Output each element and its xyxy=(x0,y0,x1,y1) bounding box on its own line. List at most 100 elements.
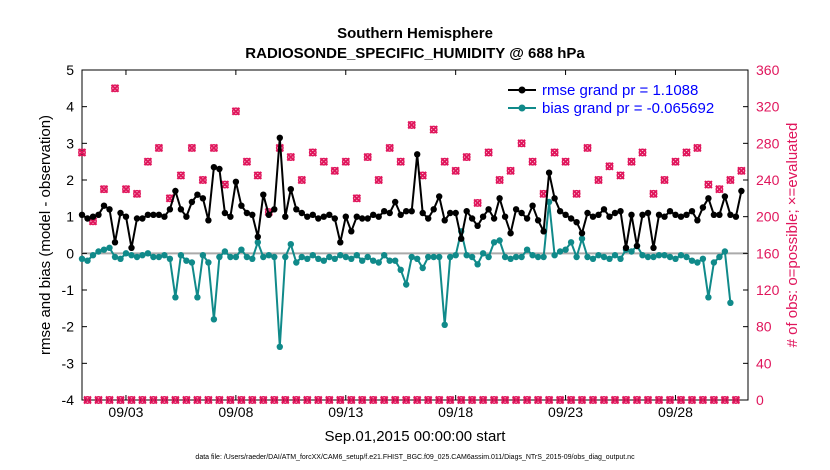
bias-point xyxy=(111,253,119,261)
obs-possible-point xyxy=(633,396,641,404)
bias-point xyxy=(243,253,251,261)
obs-possible-point xyxy=(688,396,696,404)
x-tick-label: 09/13 xyxy=(328,404,363,420)
bias-point xyxy=(414,255,421,262)
obs-evaluated-point xyxy=(484,148,493,157)
bias-point xyxy=(84,257,91,264)
right-tick-label: 120 xyxy=(756,282,780,298)
obs-possible-point xyxy=(479,396,488,404)
obs-possible-point xyxy=(572,189,581,198)
rmse-point xyxy=(326,211,333,218)
obs-possible-point xyxy=(550,148,559,157)
obs-evaluated-point xyxy=(467,395,477,405)
rmse-point xyxy=(633,242,641,250)
rmse-point xyxy=(441,217,448,224)
obs-possible-point xyxy=(451,166,460,175)
bias-point xyxy=(436,253,443,261)
rmse-point xyxy=(293,206,300,213)
obs-possible-point xyxy=(319,157,328,166)
bias-point xyxy=(337,252,344,259)
bias-point xyxy=(293,259,300,266)
obs-evaluated-point xyxy=(379,395,389,405)
rmse-point xyxy=(155,211,163,218)
obs-evaluated-point xyxy=(215,395,224,405)
rmse-point xyxy=(611,209,619,217)
rmse-point xyxy=(447,209,454,217)
rmse-point xyxy=(287,186,294,193)
obs-evaluated-point xyxy=(566,395,576,405)
obs-evaluated-point xyxy=(737,166,746,176)
obs-evaluated-point xyxy=(445,395,455,405)
rmse-point xyxy=(595,211,602,218)
rmse-point xyxy=(523,215,531,222)
right-tick-label: 80 xyxy=(756,319,772,335)
obs-possible-point xyxy=(111,84,119,93)
rmse-point xyxy=(738,187,745,195)
bias-point xyxy=(309,252,316,259)
rmse-point xyxy=(199,195,207,202)
right-tick-label: 160 xyxy=(756,245,780,261)
rmse-point xyxy=(414,151,421,158)
obs-possible-point xyxy=(611,396,619,404)
obs-possible-point xyxy=(424,396,433,404)
rmse-point xyxy=(716,211,723,218)
bias-point xyxy=(221,248,229,255)
left-tick-label: -2 xyxy=(62,319,75,335)
bias-point xyxy=(567,239,575,246)
obs-evaluated-point xyxy=(286,152,296,162)
right-tick-label: 360 xyxy=(756,62,780,78)
obs-possible-point xyxy=(253,171,262,180)
rmse-point xyxy=(589,213,597,220)
obs-evaluated-point xyxy=(132,189,142,199)
obs-possible-point xyxy=(127,396,136,404)
bias-point xyxy=(342,253,349,261)
bias-point xyxy=(95,248,102,255)
obs-evaluated-point xyxy=(412,395,422,405)
rmse-point xyxy=(304,213,311,220)
obs-evaluated-point xyxy=(253,171,263,180)
bias-point xyxy=(188,259,196,266)
rmse-point xyxy=(474,222,481,229)
obs-possible-point xyxy=(709,396,718,404)
rmse-point xyxy=(188,198,196,206)
bias-point xyxy=(276,343,283,350)
obs-evaluated-point xyxy=(660,175,669,185)
rmse-point xyxy=(628,211,635,218)
obs-evaluated-point xyxy=(363,152,372,162)
right-tick-label: 0 xyxy=(756,392,764,408)
obs-possible-point xyxy=(187,143,196,152)
obs-evaluated-point xyxy=(319,157,329,166)
rmse-point xyxy=(468,215,476,222)
obs-evaluated-point xyxy=(357,395,367,405)
obs-evaluated-point xyxy=(671,157,680,166)
obs-evaluated-point xyxy=(478,395,488,405)
obs-possible-point xyxy=(556,396,565,404)
rmse-line xyxy=(81,137,743,248)
obs-possible-point xyxy=(517,139,526,148)
obs-possible-point xyxy=(616,171,625,180)
obs-possible-point xyxy=(78,148,86,157)
obs-evaluated-point xyxy=(110,84,120,93)
obs-evaluated-point xyxy=(182,395,191,405)
bias-point xyxy=(644,253,652,261)
obs-evaluated-point xyxy=(127,395,136,405)
obs-possible-point xyxy=(231,107,240,116)
obs-possible-point xyxy=(523,396,532,404)
obs-evaluated-point xyxy=(248,395,257,405)
bias-point xyxy=(287,241,294,248)
x-tick-label: 09/03 xyxy=(108,404,143,420)
obs-possible-point xyxy=(176,171,185,180)
obs-possible-point xyxy=(341,157,350,166)
obs-evaluated-point xyxy=(336,395,345,405)
bias-point xyxy=(474,261,481,268)
obs-evaluated-point xyxy=(550,148,559,157)
bias-point xyxy=(238,246,245,253)
rmse-point xyxy=(408,208,415,215)
obs-possible-point xyxy=(385,143,394,152)
obs-possible-point xyxy=(440,157,449,166)
obs-evaluated-point xyxy=(698,395,708,405)
bias-point xyxy=(370,257,377,264)
obs-evaluated-point xyxy=(434,395,444,405)
bias-point xyxy=(628,248,635,255)
bias-point xyxy=(556,248,564,255)
